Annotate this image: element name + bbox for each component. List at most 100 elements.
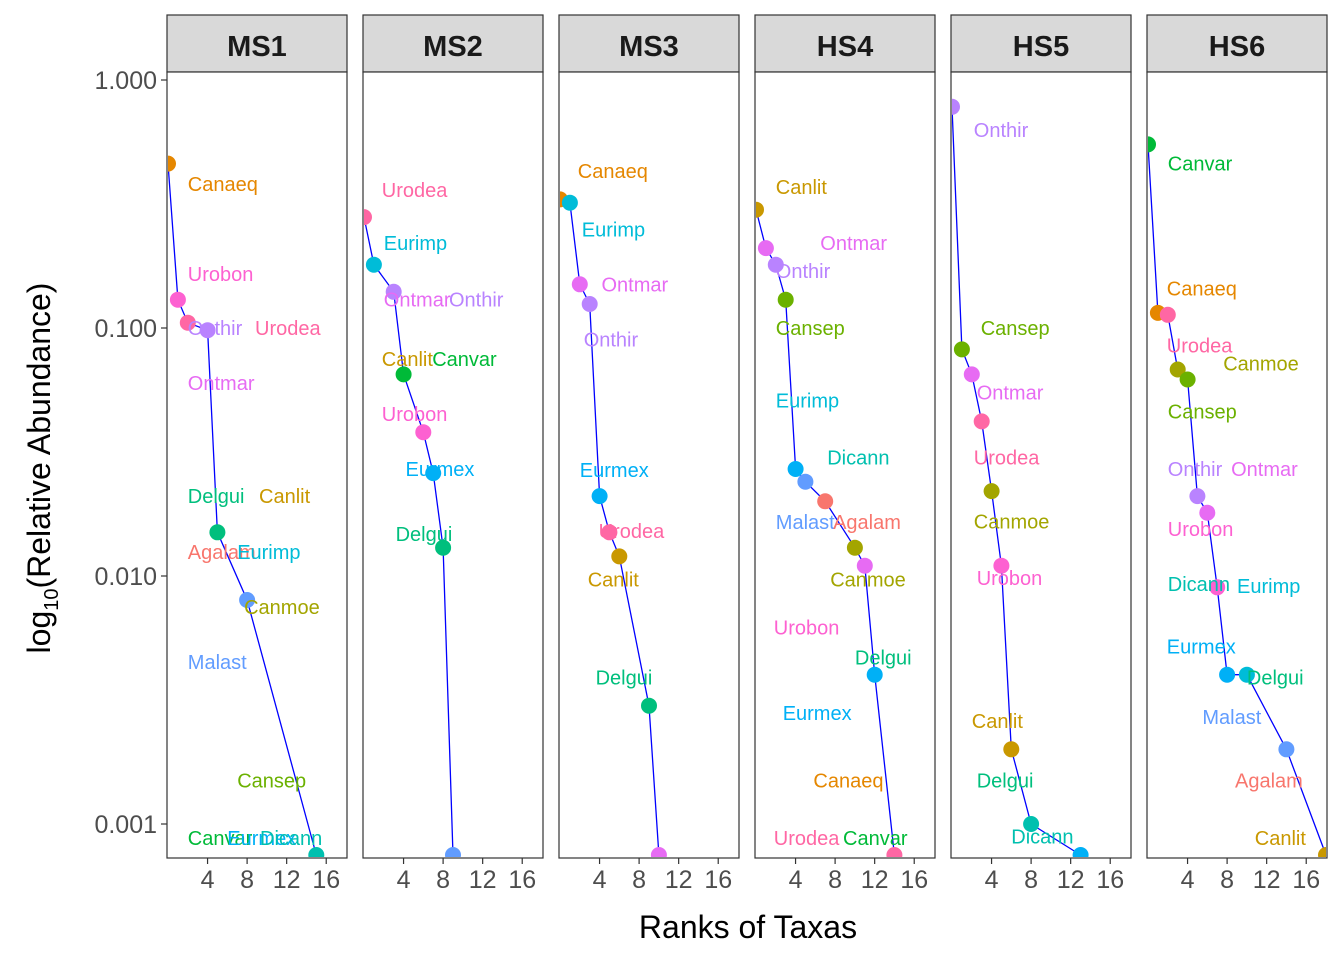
facet-strip-label: MS2 (423, 31, 483, 63)
panel-data: Onthir Cansep Ontmar Urodea Canmoe Urobon Canl… (952, 98, 1089, 857)
panel-data: Canaeq Urobon Onthir Urodea Ontmar Delgui Canl… (168, 155, 325, 857)
facet-strip-label: HS4 (817, 31, 873, 63)
data-point-urobon (993, 557, 1010, 574)
data-point-ontmar (1199, 504, 1216, 521)
data-point-onthir (767, 256, 784, 273)
data-point-ontmar (650, 847, 667, 857)
x-tick-label: 8 (1024, 866, 1038, 894)
point-label-canlit: Canlit (259, 486, 311, 508)
point-label-urobon: Urobon (188, 264, 254, 286)
point-label-eurmex: Eurmex (783, 703, 852, 725)
data-point-onthir (385, 283, 402, 300)
point-label-eurmex: Eurmex (227, 828, 296, 850)
point-label-ontmar: Ontmar (820, 233, 887, 255)
point-label-onthir: Onthir (776, 261, 831, 283)
y-axis-title-subscript: 10 (41, 589, 63, 611)
data-point-urobon (1209, 579, 1226, 596)
point-label-delgui: Delgui (596, 667, 653, 689)
point-label-canlit: Canlit (588, 569, 640, 591)
point-label-delgui: Delgui (855, 647, 912, 669)
point-label-canvar: Canvar (188, 828, 253, 850)
facet-strip (950, 14, 1132, 73)
data-point-urodea (973, 413, 990, 430)
data-point-malast (797, 473, 814, 490)
point-label-delgui: Delgui (977, 770, 1034, 792)
point-label-ontmar: Ontmar (1231, 459, 1298, 481)
point-label-delgui: Delgui (396, 524, 453, 546)
x-tick-label: 12 (273, 866, 301, 894)
data-point-delgui (641, 697, 657, 714)
point-label-canaeq: Canaeq (578, 161, 648, 183)
point-label-delgui: Delgui (1247, 667, 1304, 689)
data-point-canmoe (983, 483, 1000, 500)
y-tick-label: 0.001 (94, 811, 157, 839)
panel-frame (950, 71, 1132, 859)
facet-strip-label: HS6 (1209, 31, 1265, 63)
point-label-canmoe: Canmoe (974, 511, 1050, 533)
y-tick-label: 0.010 (94, 563, 157, 591)
point-label-canlit: Canlit (382, 349, 434, 371)
data-point-onthir (1189, 488, 1206, 505)
panel-data: Canaeq Eurimp Ontmar Onthir Eurmex Urodea Canl… (560, 161, 669, 857)
data-point-canaeq (168, 155, 176, 172)
data-point-delgui (435, 539, 452, 556)
data-point-ontmar (757, 240, 774, 257)
data-point-onthir (952, 98, 960, 115)
panel-frame (166, 71, 348, 859)
point-label-urodea: Urodea (255, 318, 321, 340)
data-point-malast (1278, 741, 1295, 758)
point-label-malast: Malast (776, 512, 835, 534)
x-axis-title: Ranks of Taxas (639, 909, 857, 945)
x-tick-label: 16 (1292, 866, 1320, 894)
data-point-urodea (886, 847, 903, 857)
point-label-canmoe: Canmoe (830, 569, 906, 591)
point-label-dicann: Dicann (1168, 574, 1230, 596)
point-label-onthir: Onthir (584, 329, 639, 351)
x-tick-label: 12 (861, 866, 889, 894)
data-point-canlit (756, 201, 764, 218)
point-label-canaeq: Canaeq (188, 174, 258, 196)
x-tick-label: 4 (397, 866, 411, 894)
point-label-urodea: Urodea (1167, 336, 1233, 358)
data-point-agalam (817, 493, 834, 510)
data-point-ontmar (963, 366, 980, 383)
point-label-ontmar: Ontmar (384, 290, 451, 312)
point-label-urodea: Urodea (974, 448, 1040, 470)
point-label-canlit: Canlit (972, 711, 1024, 733)
point-label-eurimp: Eurimp (582, 219, 645, 241)
x-tick-label: 4 (593, 866, 607, 894)
point-label-cansep: Cansep (981, 318, 1050, 340)
data-point-canmoe (846, 539, 863, 556)
y-axis: 0.001 0.010 0.100 1.000 (94, 67, 167, 839)
data-point-onthir (199, 322, 216, 339)
facet-panel-hs4: HS4 Canlit Ontmar Onthir Cansep Eurimp Dicann M… (754, 14, 936, 894)
point-label-cansep: Cansep (237, 770, 306, 792)
x-tick-label: 16 (1096, 866, 1124, 894)
point-label-canvar: Canvar (843, 828, 908, 850)
data-point-ontmar (571, 276, 588, 293)
x-tick-label: 12 (469, 866, 497, 894)
point-label-ontmar: Ontmar (977, 382, 1044, 404)
point-label-canvar: Canvar (1168, 154, 1233, 176)
point-label-eurmex: Eurmex (1167, 636, 1236, 658)
x-tick-label: 8 (240, 866, 254, 894)
data-point-canmoe (1169, 361, 1186, 378)
y-tick-label: 1.000 (94, 67, 157, 95)
data-point-eurimp (365, 256, 382, 273)
point-label-canvar: Canvar (432, 349, 497, 371)
data-point-canvar (395, 366, 412, 383)
point-label-eurimp: Eurimp (1237, 576, 1300, 598)
x-tick-label: 8 (436, 866, 450, 894)
data-point-urodea (1159, 306, 1176, 323)
point-label-eurimp: Eurimp (776, 391, 839, 413)
point-label-canmoe: Canmoe (1223, 353, 1299, 375)
x-tick-label: 4 (789, 866, 803, 894)
data-point-eurmex (425, 465, 442, 482)
facet-panel-ms3: MS3CanaeqEurimpOntmarOnthirEurmexUrodeaC… (558, 14, 740, 894)
panel-frame (362, 71, 544, 859)
x-tick-label: 12 (1057, 866, 1085, 894)
panel-frame (754, 71, 936, 859)
data-point-urobon (169, 291, 186, 308)
